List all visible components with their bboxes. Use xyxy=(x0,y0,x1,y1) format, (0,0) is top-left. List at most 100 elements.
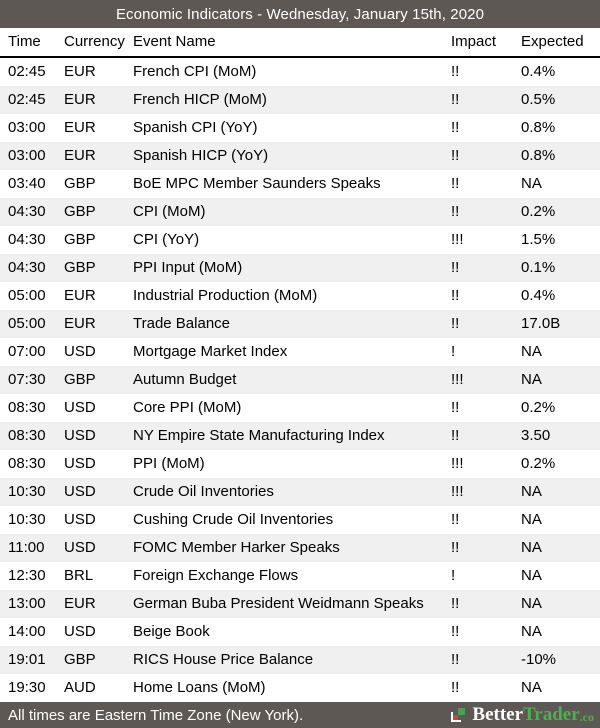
brand-text-trader: Trader xyxy=(523,704,580,725)
time-cell: 07:00 xyxy=(8,343,46,360)
expected-cell: NA xyxy=(521,511,542,528)
impact-cell: !!! xyxy=(451,231,464,248)
expected-cell: 17.0B xyxy=(521,315,561,332)
event-cell: French CPI (MoM) xyxy=(133,63,257,80)
time-cell: 04:30 xyxy=(8,259,46,276)
time-cell: 08:30 xyxy=(8,399,46,416)
expected-cell: NA xyxy=(521,539,542,556)
event-cell: PPI (MoM) xyxy=(133,455,205,472)
bettertrader-squares-icon xyxy=(451,707,467,723)
time-cell: 05:00 xyxy=(8,315,46,332)
time-cell: 11:00 xyxy=(8,539,45,556)
event-row: 07:00 USD Mortgage Market Index ! NA xyxy=(0,338,600,366)
event-cell: Mortgage Market Index xyxy=(133,343,288,360)
timezone-note: All times are Eastern Time Zone (New Yor… xyxy=(8,706,304,724)
currency-cell: USD xyxy=(64,511,96,528)
impact-cell: !! xyxy=(451,91,460,108)
event-row: 02:45 EUR French HICP (MoM) !! 0.5% xyxy=(0,86,600,114)
time-cell: 12:30 xyxy=(8,567,46,584)
impact-cell: !! xyxy=(451,287,460,304)
event-row: 08:30 USD NY Empire State Manufacturing … xyxy=(0,422,600,450)
currency-cell: USD xyxy=(64,623,96,640)
event-cell: Home Loans (MoM) xyxy=(133,679,266,696)
expected-cell: NA xyxy=(521,679,542,696)
event-row: 12:30 BRL Foreign Exchange Flows ! NA xyxy=(0,562,600,590)
impact-cell: !!! xyxy=(451,483,464,500)
event-cell: Foreign Exchange Flows xyxy=(133,567,299,584)
impact-cell: !! xyxy=(451,147,460,164)
impact-cell: !! xyxy=(451,175,460,192)
event-cell: RICS House Price Balance xyxy=(133,651,314,668)
page-title: Economic Indicators - Wednesday, January… xyxy=(115,5,485,23)
time-cell: 04:30 xyxy=(8,203,46,220)
event-cell: Beige Book xyxy=(133,623,210,640)
expected-cell: 0.8% xyxy=(521,119,556,136)
event-row: 19:30 AUD Home Loans (MoM) !! NA xyxy=(0,674,600,702)
expected-cell: NA xyxy=(521,343,542,360)
time-cell: 19:30 xyxy=(8,679,46,696)
expected-cell: -10% xyxy=(521,651,557,668)
footer-bar: All times are Eastern Time Zone (New Yor… xyxy=(0,702,600,728)
brand-text-better: Better xyxy=(472,704,524,725)
impact-cell: !! xyxy=(451,119,460,136)
event-row: 08:30 USD Core PPI (MoM) !! 0.2% xyxy=(0,394,600,422)
expected-cell: 0.2% xyxy=(521,399,556,416)
impact-cell: ! xyxy=(451,567,456,584)
expected-cell: NA xyxy=(521,371,542,388)
expected-cell: NA xyxy=(521,175,542,192)
event-row: 05:00 EUR Industrial Production (MoM) !!… xyxy=(0,282,600,310)
currency-cell: USD xyxy=(64,399,96,416)
expected-cell: 1.5% xyxy=(521,231,556,248)
event-row: 19:01 GBP RICS House Price Balance !! -1… xyxy=(0,646,600,674)
expected-cell: 0.5% xyxy=(521,91,556,108)
event-cell: PPI Input (MoM) xyxy=(133,259,243,276)
event-cell: CPI (YoY) xyxy=(133,231,200,248)
event-cell: Crude Oil Inventories xyxy=(133,483,274,500)
currency-cell: AUD xyxy=(64,679,96,696)
currency-cell: EUR xyxy=(64,147,96,164)
event-row: 02:45 EUR French CPI (MoM) !! 0.4% xyxy=(0,57,600,86)
impact-cell: !! xyxy=(451,623,460,640)
currency-cell: USD xyxy=(64,539,96,556)
time-cell: 04:30 xyxy=(8,231,46,248)
expected-cell: NA xyxy=(521,567,542,584)
currency-cell: EUR xyxy=(64,595,96,612)
impact-cell: !!! xyxy=(451,455,464,472)
event-row: 08:30 USD PPI (MoM) !!! 0.2% xyxy=(0,450,600,478)
event-cell: Core PPI (MoM) xyxy=(133,399,242,416)
currency-cell: BRL xyxy=(64,567,94,584)
currency-cell: GBP xyxy=(64,231,96,248)
event-row: 03:00 EUR Spanish HICP (YoY) !! 0.8% xyxy=(0,142,600,170)
currency-cell: EUR xyxy=(64,91,96,108)
impact-cell: !! xyxy=(451,511,460,528)
event-row: 10:30 USD Cushing Crude Oil Inventories … xyxy=(0,506,600,534)
economic-indicators-table: Time Currency Event Name Impact Expected… xyxy=(0,28,600,702)
currency-cell: USD xyxy=(64,483,96,500)
time-cell: 08:30 xyxy=(8,427,46,444)
time-cell: 10:30 xyxy=(8,511,46,528)
time-cell: 03:00 xyxy=(8,119,46,136)
event-cell: NY Empire State Manufacturing Index xyxy=(133,427,385,444)
event-row: 04:30 GBP CPI (MoM) !! 0.2% xyxy=(0,198,600,226)
time-cell: 05:00 xyxy=(8,287,46,304)
impact-cell: !! xyxy=(451,651,460,668)
event-cell: BoE MPC Member Saunders Speaks xyxy=(133,175,381,192)
impact-cell: !! xyxy=(451,259,460,276)
time-cell: 13:00 xyxy=(8,595,46,612)
time-cell: 14:00 xyxy=(8,623,46,640)
expected-cell: 0.8% xyxy=(521,147,556,164)
event-cell: Spanish CPI (YoY) xyxy=(133,119,258,136)
currency-cell: EUR xyxy=(64,119,96,136)
event-cell: FOMC Member Harker Speaks xyxy=(133,539,340,556)
event-cell: French HICP (MoM) xyxy=(133,91,267,108)
event-row: 03:40 GBP BoE MPC Member Saunders Speaks… xyxy=(0,170,600,198)
event-cell: Trade Balance xyxy=(133,315,231,332)
event-cell: CPI (MoM) xyxy=(133,203,206,220)
bettertrader-logo[interactable]: Better Trader .co xyxy=(451,702,594,728)
event-cell: German Buba President Weidmann Speaks xyxy=(133,595,424,612)
expected-cell: 3.50 xyxy=(521,427,551,444)
brand-text-co: .co xyxy=(579,710,594,724)
currency-cell: USD xyxy=(64,427,96,444)
event-row: 04:30 GBP CPI (YoY) !!! 1.5% xyxy=(0,226,600,254)
currency-cell: GBP xyxy=(64,371,96,388)
